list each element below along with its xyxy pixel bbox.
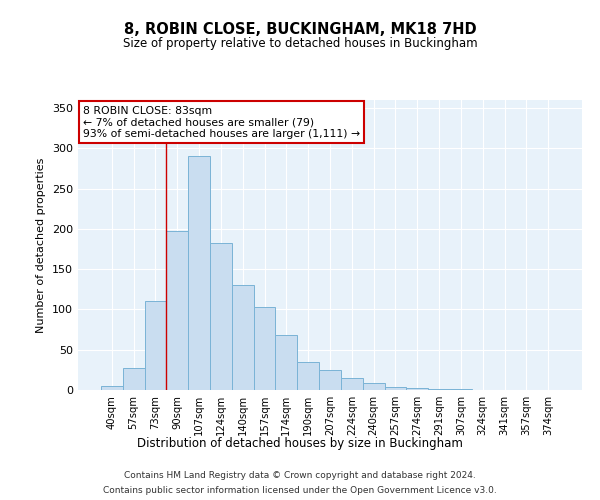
Bar: [101, 386, 123, 390]
Bar: [406, 388, 428, 390]
Bar: [385, 387, 406, 390]
Bar: [428, 389, 450, 390]
Text: Size of property relative to detached houses in Buckingham: Size of property relative to detached ho…: [122, 38, 478, 51]
Bar: [254, 307, 275, 390]
Bar: [341, 378, 363, 390]
Bar: [166, 232, 188, 390]
Text: Distribution of detached houses by size in Buckingham: Distribution of detached houses by size …: [137, 438, 463, 450]
Y-axis label: Number of detached properties: Number of detached properties: [37, 158, 46, 332]
Text: Contains HM Land Registry data © Crown copyright and database right 2024.: Contains HM Land Registry data © Crown c…: [124, 471, 476, 480]
Bar: [123, 368, 145, 390]
Text: Contains public sector information licensed under the Open Government Licence v3: Contains public sector information licen…: [103, 486, 497, 495]
Text: 8 ROBIN CLOSE: 83sqm
← 7% of detached houses are smaller (79)
93% of semi-detach: 8 ROBIN CLOSE: 83sqm ← 7% of detached ho…: [83, 106, 360, 139]
Bar: [232, 286, 254, 390]
Bar: [319, 370, 341, 390]
Bar: [145, 302, 166, 390]
Bar: [363, 383, 385, 390]
Bar: [210, 244, 232, 390]
Bar: [450, 389, 472, 390]
Bar: [275, 335, 297, 390]
Bar: [297, 362, 319, 390]
Text: 8, ROBIN CLOSE, BUCKINGHAM, MK18 7HD: 8, ROBIN CLOSE, BUCKINGHAM, MK18 7HD: [124, 22, 476, 38]
Bar: [188, 156, 210, 390]
